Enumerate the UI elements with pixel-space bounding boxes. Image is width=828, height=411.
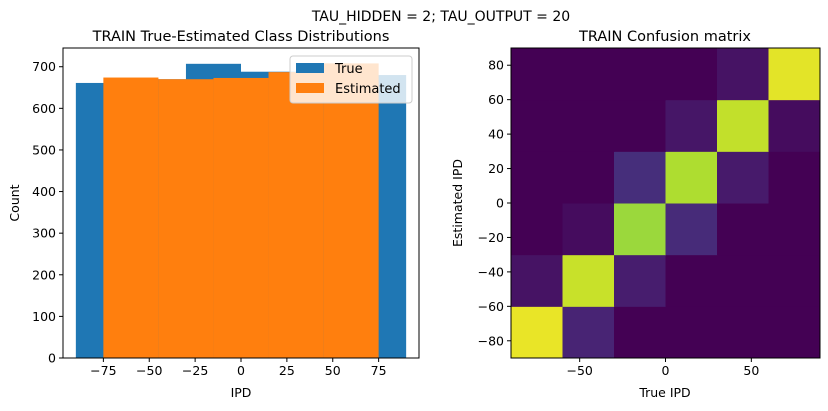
histogram-x-tick-label: 25 <box>279 363 295 378</box>
confusion-y-tick-label: −80 <box>478 333 504 348</box>
estimated-bar-4 <box>323 63 379 359</box>
confusion-y-tick-label: −60 <box>478 299 504 314</box>
confusion-y-tick-label: 80 <box>488 58 504 73</box>
histogram-title: TRAIN True-Estimated Class Distributions <box>92 29 390 45</box>
confusion-y-tick-label: −20 <box>478 230 504 245</box>
confusion-cell-r3-c2 <box>614 151 666 204</box>
estimated-bar-0 <box>103 77 159 358</box>
confusion-cell-r5-c0 <box>511 48 563 101</box>
estimated-bar-2 <box>213 77 269 359</box>
histogram-x-tick-label: −75 <box>90 363 116 378</box>
confusion-cell-r5-c4 <box>717 48 769 101</box>
confusion-cell-r0-c4 <box>717 306 769 359</box>
histogram-y-tick-label: 600 <box>32 101 56 116</box>
histogram-x-tick-label: 50 <box>325 363 341 378</box>
confusion-matrix-x-ticks: −50 0 50 <box>566 358 759 378</box>
confusion-cell-r2-c5 <box>768 203 821 256</box>
confusion-cell-r3-c4 <box>717 151 769 204</box>
confusion-cell-r3-c5 <box>768 151 821 204</box>
confusion-cell-r4-c5 <box>768 99 821 152</box>
confusion-cell-r0-c2 <box>614 306 666 359</box>
confusion-cell-r2-c3 <box>665 203 718 256</box>
confusion-matrix-y-ticks: −80 −60 −40 −20 0 20 40 60 80 <box>478 58 511 348</box>
confusion-cell-r3-c3 <box>665 151 718 204</box>
histogram-x-tick-label: 0 <box>237 363 245 378</box>
histogram-y-tick-label: 100 <box>32 309 56 324</box>
confusion-cell-r2-c4 <box>717 203 769 256</box>
histogram-x-tick-label: −50 <box>136 363 162 378</box>
legend-label-estimated: Estimated <box>335 82 401 97</box>
confusion-cell-r1-c0 <box>511 254 563 307</box>
legend-swatch-estimated <box>296 83 324 93</box>
histogram-x-tick-label: 75 <box>371 363 387 378</box>
legend: True Estimated <box>289 55 413 104</box>
confusion-cell-r3-c0 <box>511 151 563 204</box>
histogram-y-tick-label: 700 <box>32 59 56 74</box>
histogram-y-ticks: 0 100 200 300 400 500 600 700 <box>32 59 63 366</box>
confusion-matrix-cells <box>511 48 821 359</box>
confusion-cell-r5-c3 <box>665 48 718 101</box>
confusion-cell-r0-c1 <box>562 306 615 359</box>
confusion-y-tick-label: 40 <box>488 127 504 142</box>
histogram-y-tick-label: 300 <box>32 226 56 241</box>
histogram-y-tick-label: 500 <box>32 142 56 157</box>
confusion-cell-r1-c3 <box>665 254 718 307</box>
confusion-cell-r0-c0 <box>511 306 563 359</box>
confusion-cell-r2-c0 <box>511 203 563 256</box>
confusion-cell-r4-c0 <box>511 99 563 152</box>
confusion-matrix-chart: TRAIN Confusion matrix −50 0 50 −80−60−40−… <box>450 29 821 400</box>
confusion-y-tick-label: 0 <box>496 196 504 211</box>
confusion-cell-r1-c1 <box>562 254 615 307</box>
confusion-y-tick-label: 60 <box>488 92 504 107</box>
histogram-y-label: Count <box>7 184 22 221</box>
confusion-cell-r4-c2 <box>614 99 666 152</box>
confusion-cell-r3-c1 <box>562 151 615 204</box>
histogram-x-tick-label: −25 <box>182 363 208 378</box>
confusion-cell-r4-c4 <box>717 99 769 152</box>
confusion-x-tick-label: −50 <box>566 363 592 378</box>
confusion-cell-r0-c5 <box>768 306 821 359</box>
confusion-matrix-x-label: True IPD <box>638 385 690 400</box>
confusion-cell-r5-c2 <box>614 48 666 101</box>
histogram-y-tick-label: 400 <box>32 184 56 199</box>
confusion-cell-r5-c1 <box>562 48 615 101</box>
histogram-y-tick-label: 200 <box>32 267 56 282</box>
confusion-cell-r1-c2 <box>614 254 666 307</box>
confusion-x-tick-label: 0 <box>662 363 670 378</box>
histogram-x-label: IPD <box>231 385 252 400</box>
confusion-cell-r2-c2 <box>614 203 666 256</box>
confusion-x-tick-label: 50 <box>743 363 759 378</box>
confusion-cell-r4-c1 <box>562 99 615 152</box>
confusion-cell-r0-c3 <box>665 306 718 359</box>
histogram-chart: TRAIN True-Estimated Class Distributions… <box>7 29 420 400</box>
confusion-cell-r2-c1 <box>562 203 615 256</box>
estimated-bar-1 <box>158 79 214 359</box>
histogram-y-tick-label: 0 <box>48 351 56 366</box>
confusion-cell-r1-c5 <box>768 254 821 307</box>
confusion-matrix-y-label: Estimated IPD <box>450 159 465 247</box>
estimated-bars <box>103 63 379 359</box>
figure-title: TAU_HIDDEN = 2; TAU_OUTPUT = 20 <box>311 9 570 25</box>
confusion-cell-r5-c5 <box>768 48 821 101</box>
estimated-bar-3 <box>268 72 324 358</box>
legend-swatch-true <box>296 63 324 73</box>
confusion-cell-r4-c3 <box>665 99 718 152</box>
confusion-matrix-title: TRAIN Confusion matrix <box>578 29 751 45</box>
legend-label-true: True <box>334 62 363 77</box>
confusion-y-tick-label: 20 <box>488 161 504 176</box>
confusion-y-tick-label: −40 <box>478 264 504 279</box>
confusion-cell-r1-c4 <box>717 254 769 307</box>
histogram-x-ticks: −75 −50 −25 0 25 50 75 <box>90 358 387 378</box>
